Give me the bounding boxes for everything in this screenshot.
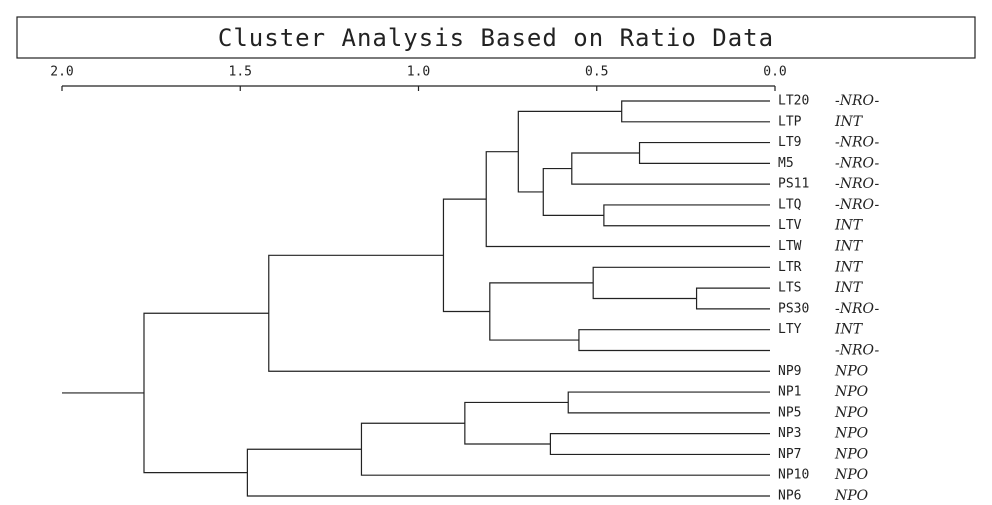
annotation: INT bbox=[834, 218, 864, 234]
leaf-label: M5 bbox=[778, 156, 794, 171]
leaf-label: NP10 bbox=[778, 468, 809, 483]
annotation: NPO bbox=[834, 363, 869, 379]
leaf-label: LTP bbox=[778, 114, 802, 129]
branch bbox=[603, 204, 770, 227]
leaf-label: NP1 bbox=[778, 385, 801, 400]
annotation: INT bbox=[834, 259, 864, 275]
x-tick-label: 0.5 bbox=[585, 65, 608, 80]
leaf-label: NP5 bbox=[778, 405, 801, 420]
branch bbox=[549, 433, 770, 456]
branch bbox=[360, 422, 770, 476]
leaf-label: LTS bbox=[778, 281, 801, 296]
annotation: NPO bbox=[834, 467, 869, 483]
leaf-label: LTQ bbox=[778, 197, 802, 212]
leaf-label: NP6 bbox=[778, 489, 801, 504]
branch bbox=[621, 100, 770, 123]
branch bbox=[464, 401, 569, 445]
annotation: -NRO- bbox=[835, 155, 880, 171]
leaf-label: PS30 bbox=[778, 301, 809, 316]
leaf-label: LTV bbox=[778, 218, 802, 233]
annotation: -NRO- bbox=[835, 342, 880, 358]
leaf-label: NP7 bbox=[778, 447, 801, 462]
leaf-label: PS11 bbox=[778, 177, 809, 192]
branch bbox=[517, 110, 622, 193]
x-tick-label: 2.0 bbox=[50, 65, 73, 80]
leaf-label: LT9 bbox=[778, 135, 801, 150]
annotation: NPO bbox=[834, 446, 869, 462]
annotation: INT bbox=[834, 280, 864, 296]
annotation: NPO bbox=[834, 405, 869, 421]
leaf-label: NP9 bbox=[778, 364, 801, 379]
branch bbox=[592, 266, 770, 300]
leaf-label: LTW bbox=[778, 239, 802, 254]
annotation: -NRO- bbox=[835, 135, 880, 151]
leaf-label: NP3 bbox=[778, 426, 801, 441]
x-tick-label: 1.0 bbox=[407, 65, 430, 80]
annotation: INT bbox=[834, 239, 864, 255]
branch bbox=[442, 198, 490, 313]
chart-title: Cluster Analysis Based on Ratio Data bbox=[218, 24, 774, 52]
annotation: INT bbox=[834, 114, 864, 130]
title-box bbox=[16, 16, 976, 59]
branch bbox=[485, 151, 770, 248]
branch bbox=[571, 152, 770, 185]
branch bbox=[638, 141, 770, 164]
leaf-label: LTR bbox=[778, 260, 802, 275]
branch bbox=[268, 254, 770, 372]
branch bbox=[567, 391, 770, 414]
branch bbox=[489, 282, 594, 341]
x-tick-label: 1.5 bbox=[229, 65, 252, 80]
annotation: -NRO- bbox=[835, 301, 880, 317]
branch bbox=[542, 167, 604, 216]
annotation: NPO bbox=[834, 384, 869, 400]
branch bbox=[578, 329, 770, 352]
annotation: INT bbox=[834, 322, 864, 338]
annotation: -NRO- bbox=[835, 93, 880, 109]
annotation: -NRO- bbox=[835, 176, 880, 192]
annotation: -NRO- bbox=[835, 197, 880, 213]
annotation: NPO bbox=[834, 488, 869, 504]
x-tick-label: 0.0 bbox=[763, 65, 786, 80]
branch bbox=[246, 448, 770, 497]
annotation: NPO bbox=[834, 426, 869, 442]
branch bbox=[695, 287, 770, 310]
leaf-label: LTY bbox=[778, 322, 802, 337]
leaf-label: LT20 bbox=[778, 94, 809, 109]
